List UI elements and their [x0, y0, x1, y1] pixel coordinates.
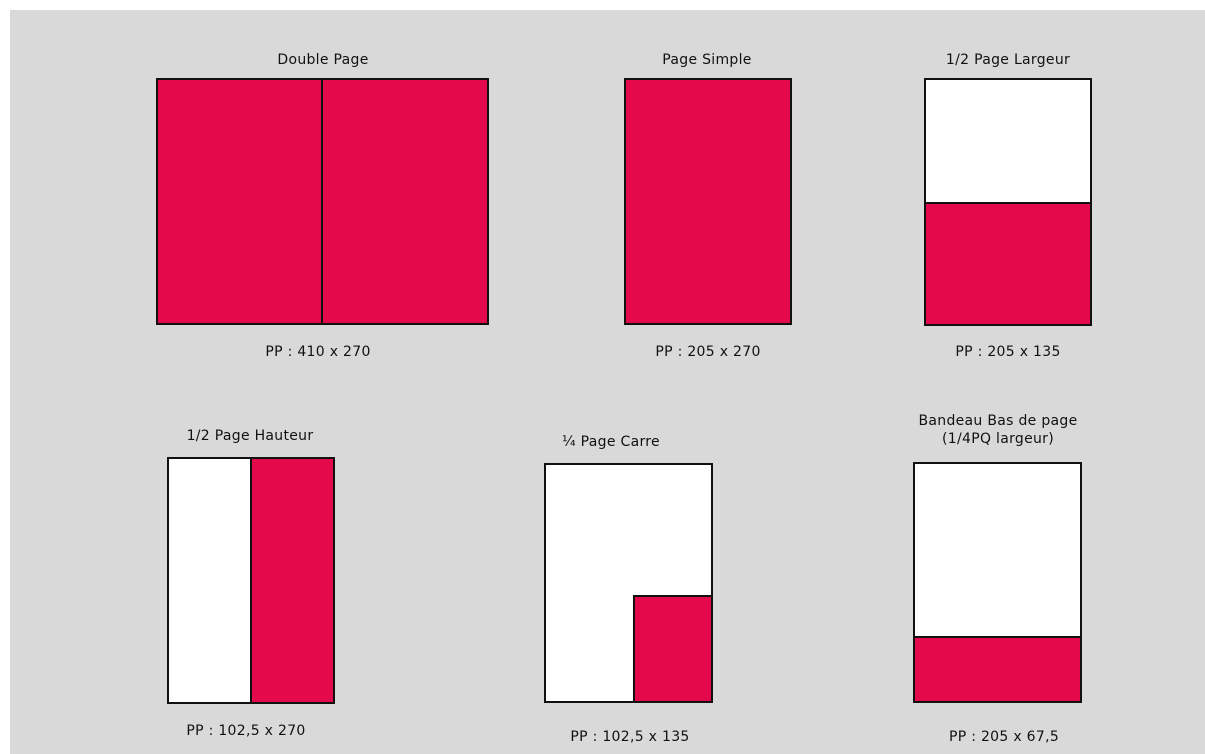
- half-page-height-caption: PP : 102,5 x 270: [186, 723, 306, 739]
- page-simple-fill: [624, 78, 792, 325]
- bottom-banner-caption: PP : 205 x 67,5: [948, 729, 1060, 745]
- double-page-caption: PP : 410 x 270: [265, 344, 371, 360]
- half-page-width-fill: [924, 202, 1092, 326]
- half-page-height-frame: [167, 457, 335, 704]
- half-page-width-title: 1/2 Page Largeur: [945, 52, 1071, 68]
- bottom-banner-frame: [913, 462, 1082, 703]
- quarter-page-square-frame: [544, 463, 713, 703]
- page-simple-frame: [624, 78, 792, 325]
- double-page-frame: [156, 78, 489, 325]
- half-page-width-caption: PP : 205 x 135: [955, 344, 1061, 360]
- half-page-height-fill: [250, 457, 335, 704]
- page-simple-caption: PP : 205 x 270: [655, 344, 761, 360]
- bottom-banner-fill: [913, 636, 1082, 703]
- bottom-banner-title: Bandeau Bas de page (1/4PQ largeur): [918, 413, 1078, 447]
- double-page-right-fill: [321, 78, 489, 325]
- page-simple-title: Page Simple: [662, 52, 752, 68]
- half-page-height-title: 1/2 Page Hauteur: [186, 428, 314, 444]
- quarter-page-square-caption: PP : 102,5 x 135: [570, 729, 690, 745]
- half-page-width-frame: [924, 78, 1092, 326]
- double-page-left-fill: [156, 78, 323, 325]
- quarter-page-square-title: ¼ Page Carre: [562, 434, 660, 450]
- quarter-page-square-fill: [633, 595, 713, 703]
- double-page-title: Double Page: [277, 52, 369, 68]
